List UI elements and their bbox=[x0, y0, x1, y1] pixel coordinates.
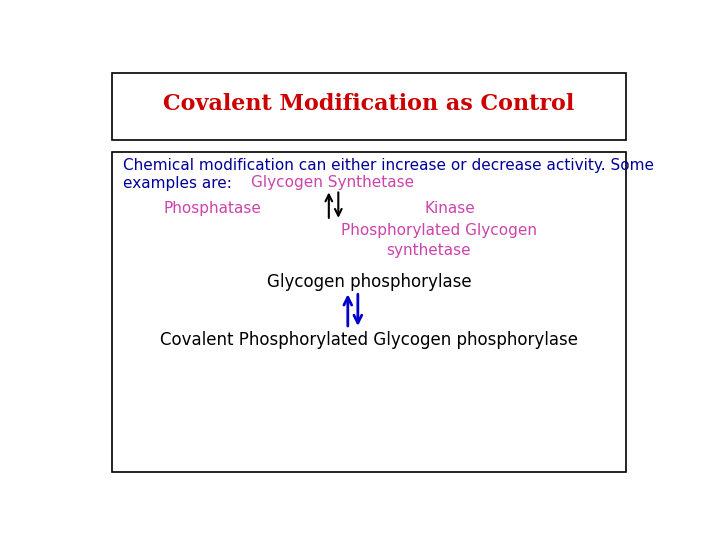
FancyBboxPatch shape bbox=[112, 152, 626, 472]
FancyBboxPatch shape bbox=[112, 73, 626, 140]
Text: Glycogen Synthetase: Glycogen Synthetase bbox=[251, 174, 414, 190]
Text: Covalent Phosphorylated Glycogen phosphorylase: Covalent Phosphorylated Glycogen phospho… bbox=[160, 331, 578, 349]
Text: Covalent Modification as Control: Covalent Modification as Control bbox=[163, 93, 575, 116]
Text: Chemical modification can either increase or decrease activity. Some
examples ar: Chemical modification can either increas… bbox=[124, 158, 654, 191]
Text: Glycogen phosphorylase: Glycogen phosphorylase bbox=[266, 273, 472, 292]
Text: Phosphatase: Phosphatase bbox=[164, 201, 261, 216]
Text: Kinase: Kinase bbox=[425, 201, 475, 216]
Text: Phosphorylated Glycogen: Phosphorylated Glycogen bbox=[341, 223, 537, 238]
Text: synthetase: synthetase bbox=[386, 243, 470, 258]
